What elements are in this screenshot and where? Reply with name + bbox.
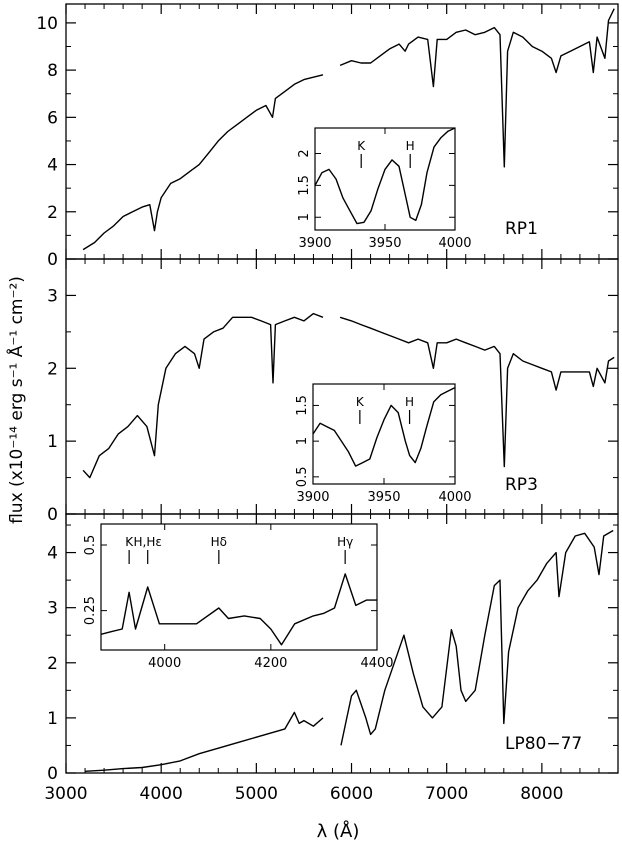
- inset-x-tick-label: 4200: [254, 656, 287, 671]
- x-axis-label: λ (Å): [317, 820, 360, 842]
- inset-spectrum-line: [314, 127, 456, 225]
- y-tick-label: 3: [47, 286, 58, 306]
- line-marker-label: H: [406, 139, 415, 153]
- x-tick-label: 7000: [425, 784, 468, 804]
- panel-label: LP80−77: [505, 734, 582, 754]
- y-tick-label: 2: [47, 359, 58, 379]
- inset-spectrum-line: [100, 573, 377, 646]
- inset-x-tick-label: 3900: [296, 490, 329, 505]
- panel-label: RP3: [505, 475, 538, 495]
- inset-spectrum-line: [312, 386, 456, 467]
- spectrum-line-segment-1: [82, 312, 324, 479]
- inset-x-tick-label: 4400: [360, 656, 393, 671]
- y-tick-label: 1: [47, 709, 58, 729]
- y-tick-label: 6: [47, 108, 58, 128]
- inset-y-tick-label: 0.5: [295, 467, 310, 488]
- line-marker-label: K: [357, 139, 366, 153]
- line-marker-label: K: [356, 395, 365, 409]
- line-marker-label: H: [405, 395, 414, 409]
- inset-y-tick-label: 1: [295, 437, 310, 445]
- inset-x-tick-label: 4000: [438, 490, 471, 505]
- x-tick-label: 6000: [330, 784, 373, 804]
- panel-frame: [65, 513, 619, 774]
- spectrum-line-segment-2: [340, 529, 614, 746]
- inset-rp1: 3900 3950 4000 1 1.5 2 K H: [297, 127, 472, 251]
- inset-x-tick-label: 3900: [298, 236, 331, 251]
- line-marker-label: Hδ: [211, 535, 227, 549]
- y-tick-label: 2: [47, 203, 58, 223]
- inset-x-tick-label: 4000: [438, 236, 471, 251]
- inset-frame: [314, 127, 456, 231]
- y-tick-label: 0: [47, 250, 58, 270]
- y-tick-label: 0: [47, 764, 58, 784]
- y-tick-label: 0: [47, 505, 58, 525]
- y-tick-label: 4: [47, 156, 58, 176]
- x-tick-label: 5000: [235, 784, 278, 804]
- inset-y-tick-label: 1.5: [297, 175, 312, 196]
- inset-y-tick-label: 2: [297, 149, 312, 157]
- y-axis-label: flux (x10⁻¹⁴ erg s⁻¹ Å⁻¹ cm⁻²): [5, 276, 27, 524]
- line-marker-label: Hγ: [337, 535, 353, 549]
- x-tick-label: 4000: [140, 784, 183, 804]
- panel-lp80-77: 3000 4000 5000 6000 7000 8000 0 1 2 3 4 LP80−77 4000…: [44, 513, 619, 804]
- inset-frame: [312, 383, 456, 485]
- y-tick-label: 4: [47, 544, 58, 564]
- y-tick-label: 2: [47, 654, 58, 674]
- inset-y-tick-label: 0.25: [83, 596, 98, 625]
- x-tick-label: 3000: [44, 784, 87, 804]
- inset-x-tick-label: 4000: [148, 656, 181, 671]
- inset-lp80-77: 4000 4200 4400 0.25 0.5 K H,Hε Hδ Hγ: [83, 523, 394, 671]
- x-tick-label: 8000: [520, 784, 563, 804]
- inset-y-tick-label: 0.5: [83, 535, 98, 556]
- inset-x-tick-label: 3950: [367, 490, 400, 505]
- y-tick-label: 3: [47, 599, 58, 619]
- line-marker-label: K: [125, 535, 134, 549]
- spectrum-line-segment-1: [82, 74, 324, 251]
- spectrum-line-segment-2: [339, 8, 615, 168]
- y-tick-label: 8: [47, 61, 58, 81]
- spectrum-line-segment-2: [339, 316, 615, 468]
- inset-y-tick-label: 1: [297, 213, 312, 221]
- panel-rp3: 0 1 2 3 RP3 3900 3950 4000 0.5 1 1.5 K H: [47, 258, 619, 525]
- inset-y-tick-label: 1.5: [295, 395, 310, 416]
- line-marker-label: H,Hε: [134, 535, 162, 549]
- spectrum-line-segment-1: [84, 711, 324, 772]
- y-tick-label: 1: [47, 432, 58, 452]
- inset-rp3: 3900 3950 4000 0.5 1 1.5 K H: [295, 383, 472, 505]
- inset-x-tick-label: 3950: [368, 236, 401, 251]
- panel-label: RP1: [505, 219, 538, 239]
- panel-rp1: 0 2 4 6 8 10 RP1 3900 3950 4000 1 1.5 2 K H: [36, 3, 619, 270]
- y-tick-label: 10: [36, 14, 58, 34]
